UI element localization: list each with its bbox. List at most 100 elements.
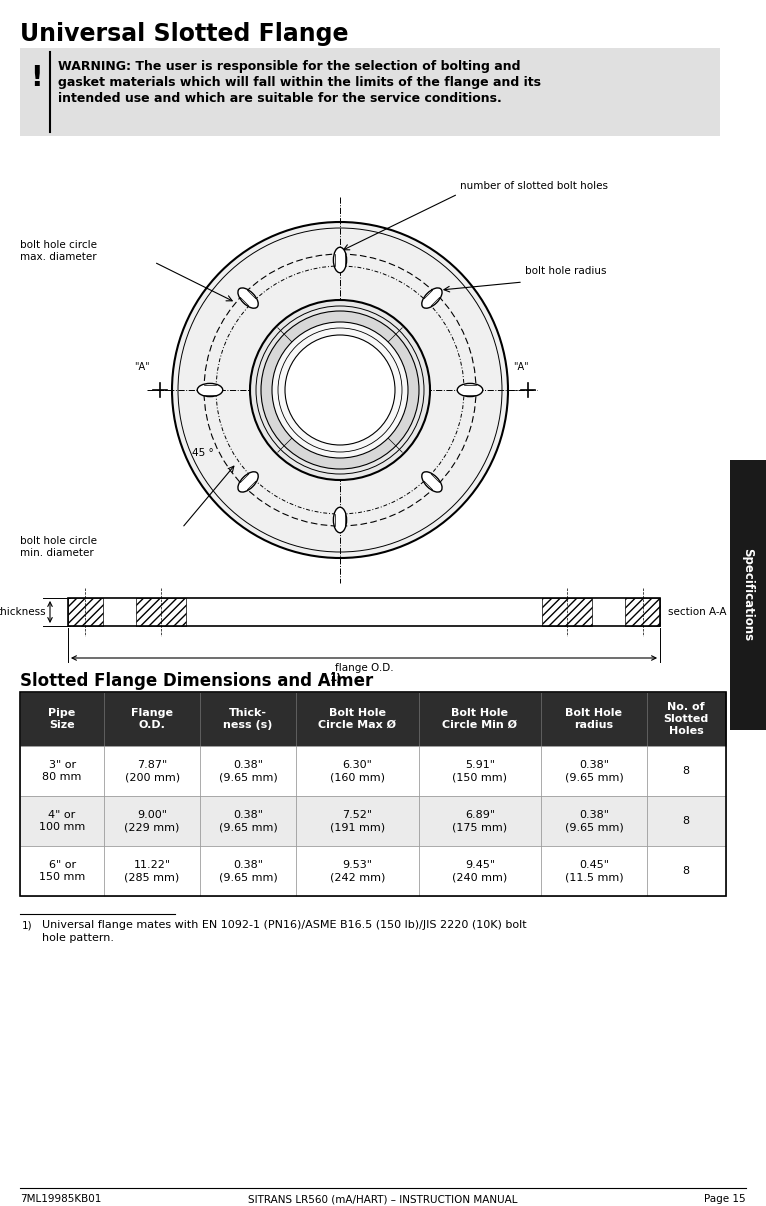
Bar <box>104 845 200 896</box>
Text: SITRANS LR560 (mA/HART) – INSTRUCTION MANUAL: SITRANS LR560 (mA/HART) – INSTRUCTION MA… <box>248 1194 518 1204</box>
Bar <box>542 692 647 747</box>
Text: 11.22"
(285 mm): 11.22" (285 mm) <box>124 860 180 883</box>
Circle shape <box>172 222 508 558</box>
Text: 1): 1) <box>330 673 342 683</box>
Ellipse shape <box>238 288 258 309</box>
Bar <box>200 692 296 747</box>
Text: bolt hole radius: bolt hole radius <box>525 267 607 276</box>
Text: 7.52"
(191 mm): 7.52" (191 mm) <box>329 809 385 832</box>
Text: Bolt Hole
Circle Max Ø: Bolt Hole Circle Max Ø <box>318 708 396 730</box>
Bar <box>20 692 726 896</box>
Text: Bolt Hole
Circle Min Ø: Bolt Hole Circle Min Ø <box>443 708 518 730</box>
Text: Universal Slotted Flange: Universal Slotted Flange <box>20 22 349 46</box>
Text: 1): 1) <box>22 920 33 930</box>
Circle shape <box>285 335 395 445</box>
Bar <box>20 747 104 796</box>
Circle shape <box>272 322 408 458</box>
Bar <box>418 747 542 796</box>
Text: 8: 8 <box>683 766 690 775</box>
Bar <box>647 845 726 896</box>
Text: No. of
Slotted
Holes: No. of Slotted Holes <box>663 702 709 737</box>
Ellipse shape <box>333 247 346 273</box>
Ellipse shape <box>457 384 483 397</box>
Text: 45 °: 45 ° <box>192 447 214 458</box>
Text: 0.38"
(9.65 mm): 0.38" (9.65 mm) <box>565 760 624 783</box>
Ellipse shape <box>238 472 258 492</box>
Text: "A": "A" <box>134 362 150 371</box>
Bar <box>296 845 418 896</box>
Text: thickness: thickness <box>0 607 46 617</box>
Bar <box>647 692 726 747</box>
Text: 6.30"
(160 mm): 6.30" (160 mm) <box>329 760 385 783</box>
Ellipse shape <box>422 288 442 309</box>
Text: !: ! <box>30 64 42 92</box>
Bar <box>542 747 647 796</box>
Bar <box>418 796 542 845</box>
Text: 0.38"
(9.65 mm): 0.38" (9.65 mm) <box>218 860 277 883</box>
Bar <box>542 598 592 626</box>
Text: 4" or
100 mm: 4" or 100 mm <box>39 809 85 832</box>
Text: "A": "A" <box>513 362 529 371</box>
Bar <box>200 796 296 845</box>
Bar <box>104 692 200 747</box>
Circle shape <box>261 311 419 469</box>
Bar <box>104 796 200 845</box>
Ellipse shape <box>422 472 442 492</box>
Text: 0.38"
(9.65 mm): 0.38" (9.65 mm) <box>218 760 277 783</box>
Text: Bolt Hole
radius: Bolt Hole radius <box>565 708 623 730</box>
Text: Universal flange mates with EN 1092-1 (PN16)/ASME B16.5 (150 lb)/JIS 2220 (10K) : Universal flange mates with EN 1092-1 (P… <box>42 920 527 943</box>
Text: 8: 8 <box>683 866 690 876</box>
Text: 9.53"
(242 mm): 9.53" (242 mm) <box>329 860 385 883</box>
Bar <box>296 692 418 747</box>
Text: Slotted Flange Dimensions and Aimer: Slotted Flange Dimensions and Aimer <box>20 672 373 690</box>
Bar <box>20 692 104 747</box>
Text: 6.89"
(175 mm): 6.89" (175 mm) <box>453 809 508 832</box>
Bar <box>647 747 726 796</box>
Bar <box>20 796 104 845</box>
Circle shape <box>250 300 430 480</box>
Bar <box>296 747 418 796</box>
Text: number of slotted bolt holes: number of slotted bolt holes <box>460 181 608 191</box>
Text: 5.91"
(150 mm): 5.91" (150 mm) <box>453 760 507 783</box>
Bar <box>542 845 647 896</box>
Text: 7.87"
(200 mm): 7.87" (200 mm) <box>125 760 180 783</box>
Bar <box>418 692 542 747</box>
Bar <box>647 796 726 845</box>
Text: Thick-
ness (s): Thick- ness (s) <box>223 708 273 730</box>
Text: WARNING: The user is responsible for the selection of bolting and: WARNING: The user is responsible for the… <box>58 60 521 74</box>
Text: Pipe
Size: Pipe Size <box>48 708 76 730</box>
Bar <box>136 598 186 626</box>
Bar <box>68 598 103 626</box>
Text: 8: 8 <box>683 816 690 826</box>
Bar <box>625 598 660 626</box>
Text: Flange
O.D.: Flange O.D. <box>131 708 173 730</box>
Text: 9.00"
(229 mm): 9.00" (229 mm) <box>124 809 180 832</box>
Ellipse shape <box>333 508 346 533</box>
Text: gasket materials which will fall within the limits of the flange and its: gasket materials which will fall within … <box>58 76 541 89</box>
Bar <box>104 747 200 796</box>
Text: 0.38"
(9.65 mm): 0.38" (9.65 mm) <box>565 809 624 832</box>
Text: intended use and which are suitable for the service conditions.: intended use and which are suitable for … <box>58 92 502 105</box>
Text: bolt hole circle
min. diameter: bolt hole circle min. diameter <box>20 535 97 557</box>
Bar <box>730 459 766 730</box>
Bar <box>418 845 542 896</box>
Text: 7ML19985KB01: 7ML19985KB01 <box>20 1194 101 1204</box>
Text: 0.38"
(9.65 mm): 0.38" (9.65 mm) <box>218 809 277 832</box>
Bar <box>20 48 720 136</box>
Text: 9.45"
(240 mm): 9.45" (240 mm) <box>453 860 508 883</box>
Text: Page 15: Page 15 <box>705 1194 746 1204</box>
Ellipse shape <box>198 384 223 397</box>
Bar <box>20 845 104 896</box>
Bar <box>200 747 296 796</box>
Bar <box>542 796 647 845</box>
Text: bolt hole circle
max. diameter: bolt hole circle max. diameter <box>20 240 97 262</box>
Text: 0.45"
(11.5 mm): 0.45" (11.5 mm) <box>565 860 624 883</box>
Text: 3" or
80 mm: 3" or 80 mm <box>42 760 82 783</box>
Text: flange O.D.: flange O.D. <box>335 663 393 673</box>
Bar <box>68 598 660 626</box>
Bar <box>296 796 418 845</box>
Bar <box>200 845 296 896</box>
Text: Specifications: Specifications <box>741 549 755 642</box>
Text: section A-A: section A-A <box>668 607 726 617</box>
Text: 6" or
150 mm: 6" or 150 mm <box>39 860 85 883</box>
